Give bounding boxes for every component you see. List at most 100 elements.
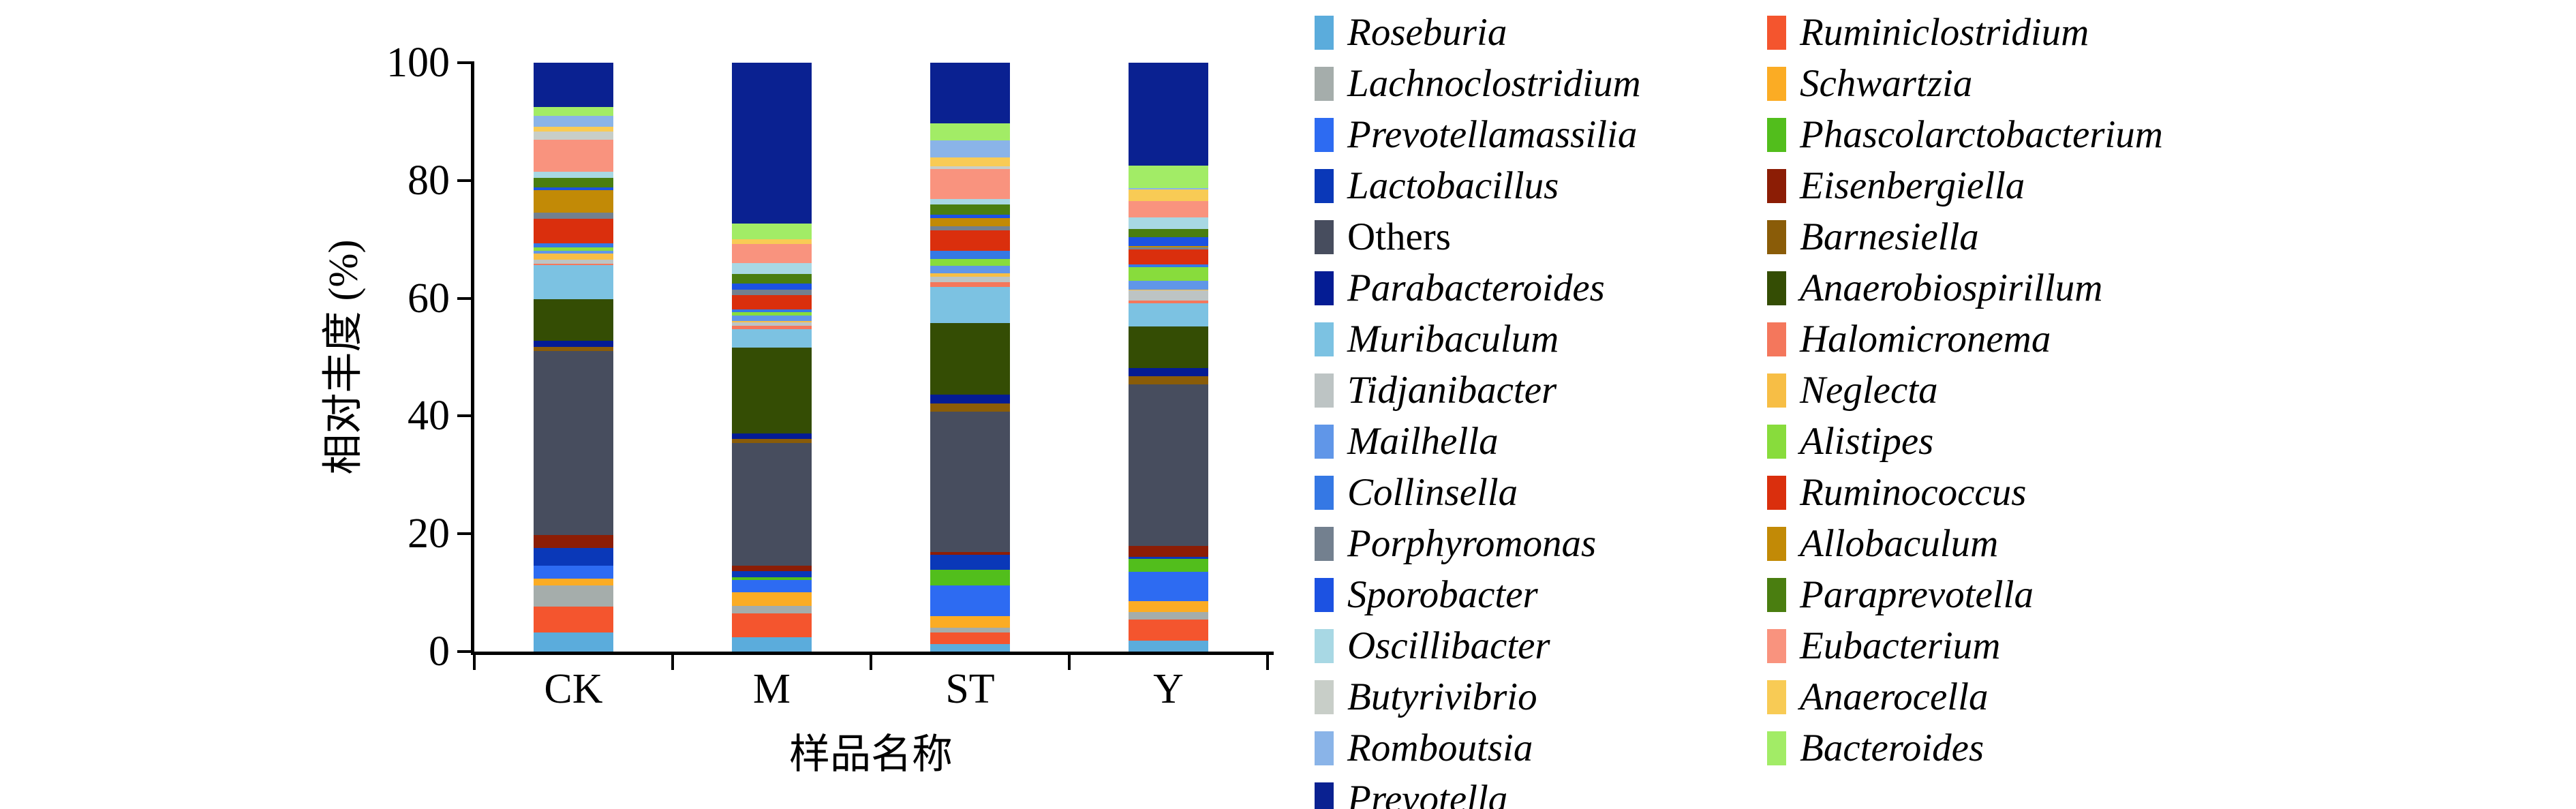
bar-segment-Y-Bacteroides <box>1129 166 1208 189</box>
legend-item-Anaerocella: Anaerocella <box>1767 671 2163 722</box>
legend-swatch-Others <box>1315 219 1334 254</box>
x-category-label-Y: Y <box>1153 666 1184 712</box>
bar-segment-Y-Ruminococcus <box>1129 249 1208 265</box>
bar-segment-CK-Ruminococcus <box>534 219 613 244</box>
stacked-bar-ST <box>930 63 1010 652</box>
legend-column-2: Ruminiclostridium Schwartzia Phascolarctob… <box>1767 7 2163 774</box>
bar-segment-Y-Schwartzia <box>1129 600 1208 613</box>
legend-item-Sporobacter: Sporobacter <box>1315 569 1641 620</box>
legend-label-Butyrivibrio: Butyrivibrio <box>1347 675 1537 718</box>
legend-label-Barnesiella: Barnesiella <box>1800 215 1979 258</box>
x-tick-mark <box>1068 655 1071 670</box>
bar-segment-Y-Phascolarctobacterium <box>1129 559 1208 573</box>
bar-segment-CK-Prevotella <box>534 63 613 108</box>
bar-segment-M-Barnesiella <box>732 439 812 444</box>
bar-segment-Y-Muribaculum <box>1129 303 1208 327</box>
legend-item-Eisenbergiella: Eisenbergiella <box>1767 160 2163 211</box>
legend-swatch-Butyrivibrio <box>1315 680 1334 714</box>
bar-segment-CK-Eisenbergiella <box>534 535 613 548</box>
legend-swatch-Anaerocella <box>1767 680 1786 714</box>
bar-segment-CK-Mailhella <box>534 250 613 254</box>
bar-segment-M-Prevotellamassilia <box>732 580 812 592</box>
y-tick-label: 40 <box>408 393 450 440</box>
legend-item-Romboutsia: Romboutsia <box>1315 722 1641 774</box>
bar-segment-CK-Lactobacillus <box>534 548 613 566</box>
y-tick-mark <box>457 296 471 300</box>
bar-segment-CK-Halomicronema <box>534 263 613 266</box>
legend-swatch-Paraprevotella <box>1767 577 1786 612</box>
legend-item-Phascolarctobacterium: Phascolarctobacterium <box>1767 109 2163 160</box>
x-category-label-CK: CK <box>544 666 603 712</box>
y-tick-mark <box>457 414 471 418</box>
bar-segment-M-Collinsella <box>732 309 812 313</box>
legend-label-Tidjanibacter: Tidjanibacter <box>1347 368 1557 412</box>
bar-segment-CK-Neglecta <box>534 254 613 260</box>
legend-swatch-Alistipes <box>1767 424 1786 459</box>
legend-label-Prevotellamassilia: Prevotellamassilia <box>1347 112 1638 156</box>
legend-label-Allobaculum: Allobaculum <box>1800 521 1999 565</box>
bar-segment-CK-Sporobacter <box>534 187 613 190</box>
legend-swatch-Halomicronema <box>1767 322 1786 356</box>
bar-segment-CK-Anaerobiospirillum <box>534 299 613 341</box>
legend-label-Roseburia: Roseburia <box>1347 10 1507 54</box>
bar-segment-CK-Roseburia <box>534 632 613 652</box>
legend-item-Prevotella: Prevotella <box>1315 774 1641 809</box>
bar-segment-ST-Paraprevotella <box>930 204 1010 215</box>
bar-segment-Y-Eisenbergiella <box>1129 545 1208 557</box>
bar-segment-CK-Parabacteroides <box>534 340 613 348</box>
legend-label-Bacteroides: Bacteroides <box>1800 726 1984 769</box>
bar-segment-CK-Barnesiella <box>534 347 613 352</box>
bar-segment-Y-Alistipes <box>1129 266 1208 281</box>
legend-swatch-Roseburia <box>1315 15 1334 50</box>
legend-swatch-Prevotellamassilia <box>1315 117 1334 152</box>
legend-item-Allobaculum: Allobaculum <box>1767 518 2163 569</box>
y-tick-mark <box>457 61 471 64</box>
legend-label-Romboutsia: Romboutsia <box>1347 726 1533 769</box>
legend-item-Alistipes: Alistipes <box>1767 416 2163 467</box>
bar-segment-Y-Ruminiclostridium <box>1129 620 1208 641</box>
bar-segment-M-Parabacteroides <box>732 433 812 440</box>
bar-segment-Y-Neglecta <box>1129 289 1208 291</box>
legend-item-Barnesiella: Barnesiella <box>1767 211 2163 262</box>
legend-swatch-Prevotella <box>1315 782 1334 809</box>
x-tick-mark <box>671 655 674 670</box>
bar-segment-ST-Anaerobiospirillum <box>930 323 1010 395</box>
bar-segment-M-Sporobacter <box>732 284 812 290</box>
bar-segment-Y-Oscillibacter <box>1129 217 1208 229</box>
legend-item-Muribaculum: Muribaculum <box>1315 314 1641 365</box>
bar-segment-CK-Muribaculum <box>534 265 613 299</box>
bar-segment-Y-Romboutsia <box>1129 188 1208 189</box>
bar-segment-CK-Anaerocella <box>534 126 613 132</box>
bar-segment-Y-Others <box>1129 384 1208 546</box>
bar-segment-M-Halomicronema <box>732 326 812 330</box>
bar-segment-CK-Bacteroides <box>534 107 613 116</box>
bar-segment-CK-Schwartzia <box>534 578 613 586</box>
bar-segment-M-Muribaculum <box>732 329 812 348</box>
legend-item-Others: Others <box>1315 211 1641 262</box>
x-axis-title: 样品名称 <box>789 732 953 777</box>
legend-item-Schwartzia: Schwartzia <box>1767 58 2163 109</box>
bar-segment-Y-Mailhella <box>1129 280 1208 290</box>
legend-swatch-Allobaculum <box>1767 526 1786 561</box>
bar-segment-CK-Lachnoclostridium <box>534 585 613 607</box>
bar-segment-Y-Porphyromonas <box>1129 247 1208 250</box>
bar-segment-Y-Lachnoclostridium <box>1129 612 1208 620</box>
bar-segment-M-Anaerocella <box>732 239 812 245</box>
legend-item-Prevotellamassilia: Prevotellamassilia <box>1315 109 1641 160</box>
legend-label-Paraprevotella: Paraprevotella <box>1800 573 2034 616</box>
legend-label-Phascolarctobacterium: Phascolarctobacterium <box>1800 112 2163 156</box>
y-tick-label: 0 <box>429 628 450 675</box>
bar-segment-ST-Neglecta <box>930 273 1010 277</box>
legend-label-Halomicronema: Halomicronema <box>1800 317 2051 361</box>
bar-segment-ST-Barnesiella <box>930 403 1010 412</box>
y-tick-mark <box>457 179 471 182</box>
bar-segment-CK-Collinsella <box>534 243 613 248</box>
bar-segment-Y-Prevotellamassilia <box>1129 572 1208 601</box>
bar-segment-Y-Barnesiella <box>1129 376 1208 384</box>
bar-segment-ST-Bacteroides <box>930 123 1010 141</box>
legend-item-Anaerobiospirillum: Anaerobiospirillum <box>1767 262 2163 314</box>
legend-swatch-Eubacterium <box>1767 628 1786 663</box>
stacked-bar-CK <box>534 63 613 652</box>
bar-segment-ST-Schwartzia <box>930 616 1010 628</box>
legend-label-Anaerobiospirillum: Anaerobiospirillum <box>1800 266 2103 309</box>
